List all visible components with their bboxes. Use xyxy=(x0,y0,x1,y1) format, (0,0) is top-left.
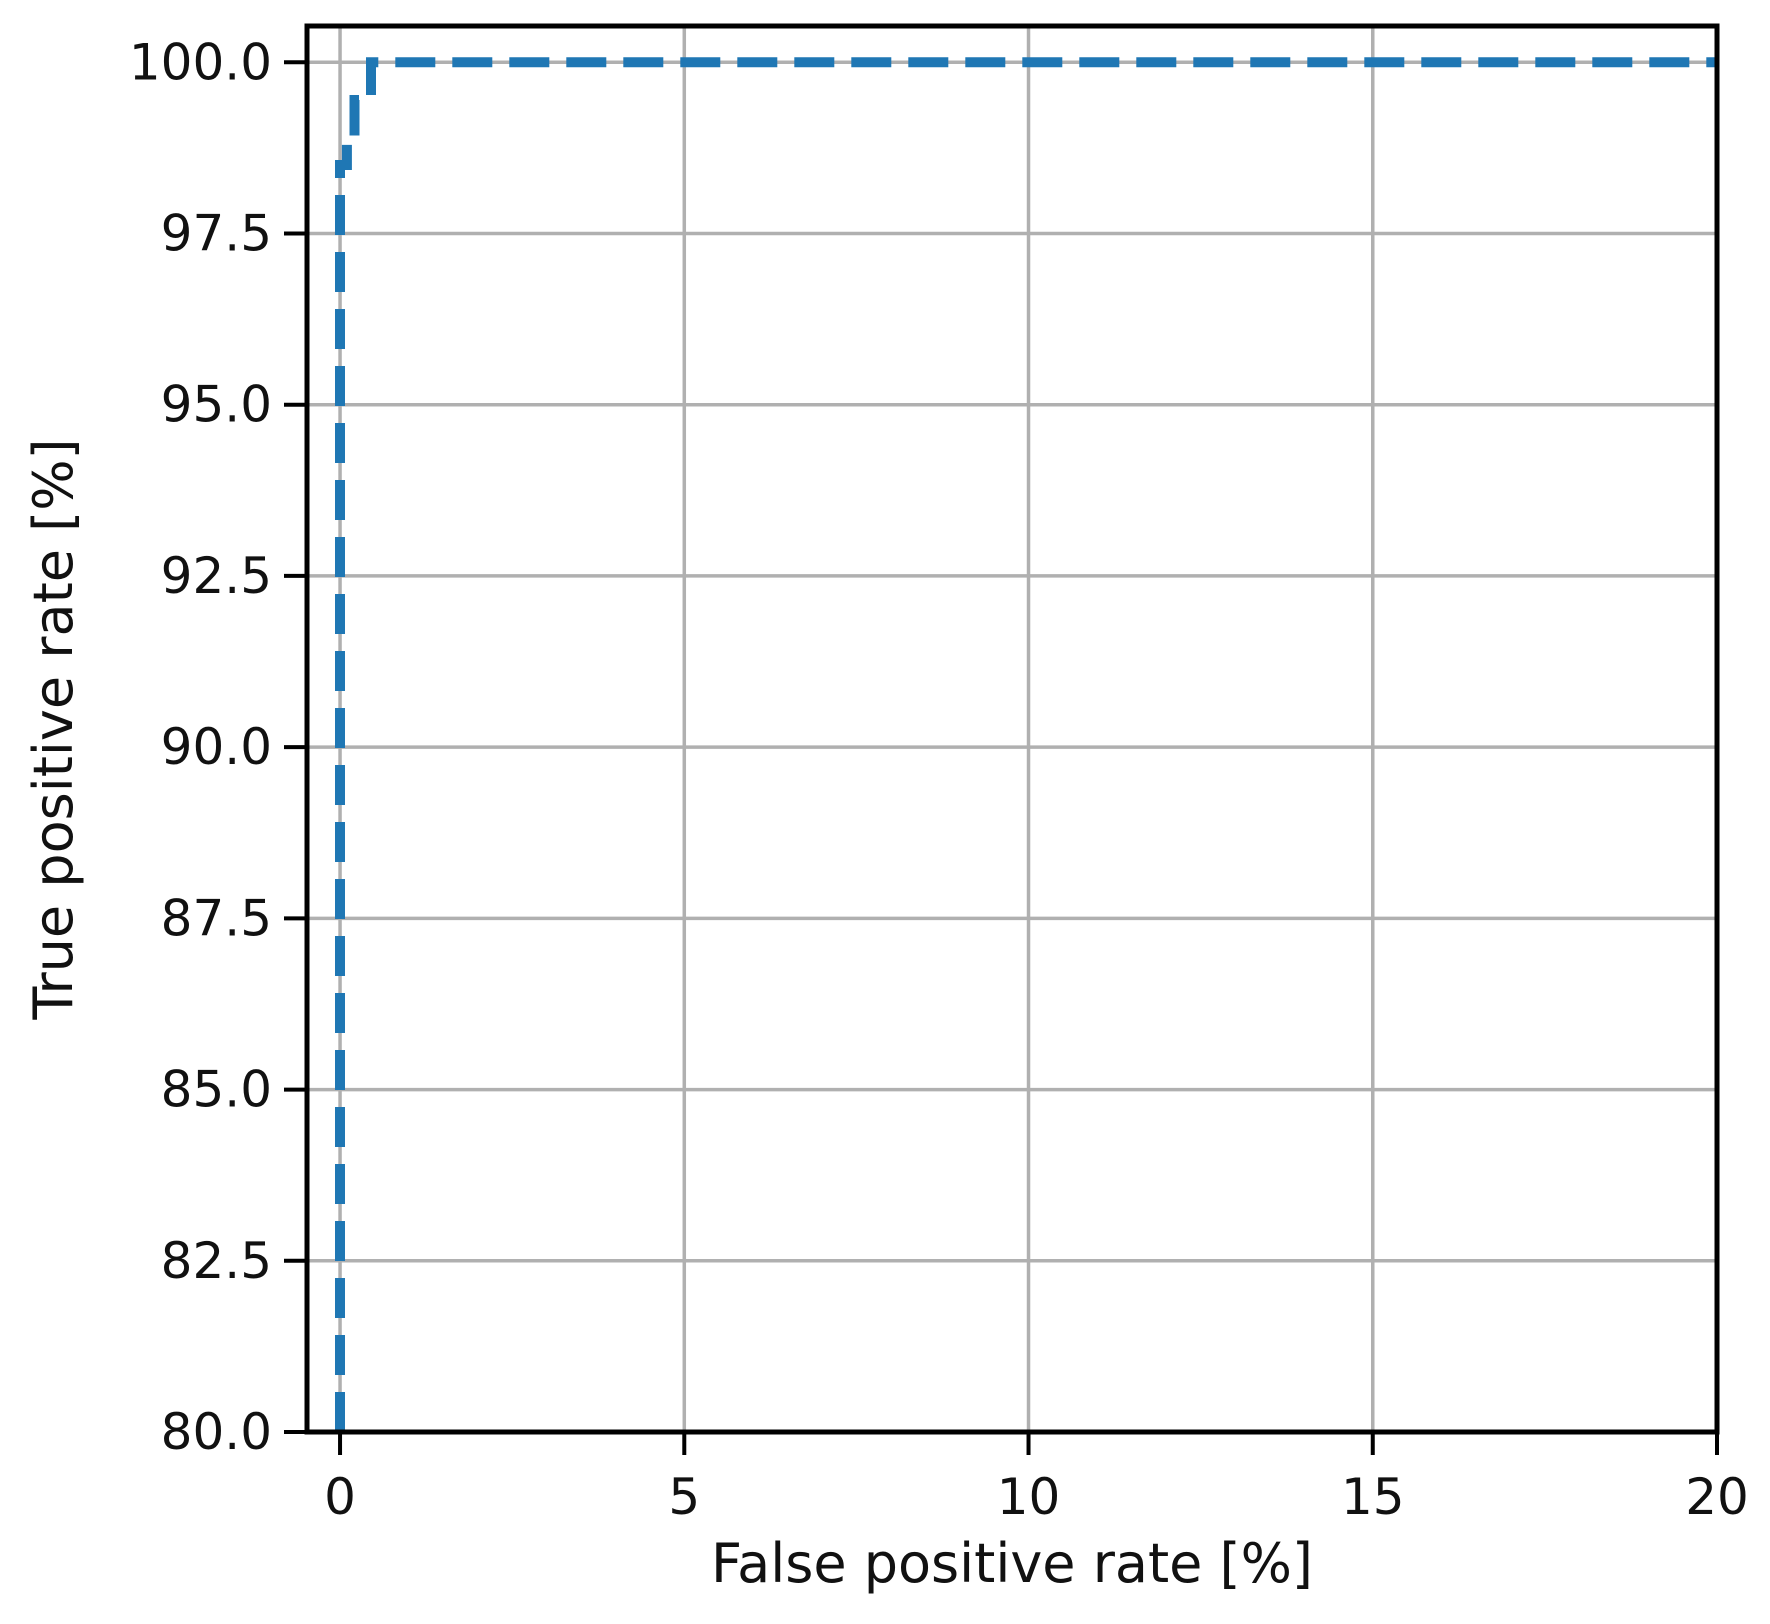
y-tick-label-87.5: 87.5 xyxy=(161,889,272,947)
plot-frame xyxy=(304,23,1720,1435)
x-tick-label-15: 15 xyxy=(1341,1468,1405,1526)
y-tick-label-92.5: 92.5 xyxy=(161,547,272,605)
y-axis-label: True positive rate [%] xyxy=(22,438,85,1020)
y-tick-label-97.5: 97.5 xyxy=(161,205,272,263)
tick-labels: 0 5 10 15 20 80.0 82.5 85.0 87.5 90.0 92.5 95.0 97.5… xyxy=(129,33,1749,1526)
axis-ticks xyxy=(284,60,1719,1455)
roc-curve xyxy=(335,57,1717,1432)
x-tick-label-20: 20 xyxy=(1685,1468,1749,1526)
x-tick-label-10: 10 xyxy=(997,1468,1061,1526)
y-tick-label-90.0: 90.0 xyxy=(161,718,272,776)
y-tick-label-85.0: 85.0 xyxy=(161,1061,272,1119)
x-tick-label-0: 0 xyxy=(324,1468,356,1526)
y-tick-label-80.0: 80.0 xyxy=(161,1403,272,1461)
x-axis-label: False positive rate [%] xyxy=(711,1532,1313,1595)
roc-curve-group xyxy=(335,57,1717,1432)
y-tick-label-100.0: 100.0 xyxy=(129,33,272,91)
y-tick-label-95.0: 95.0 xyxy=(161,376,272,434)
x-tick-label-5: 5 xyxy=(668,1468,700,1526)
y-tick-label-82.5: 82.5 xyxy=(161,1232,272,1290)
gridlines xyxy=(307,26,1719,1434)
